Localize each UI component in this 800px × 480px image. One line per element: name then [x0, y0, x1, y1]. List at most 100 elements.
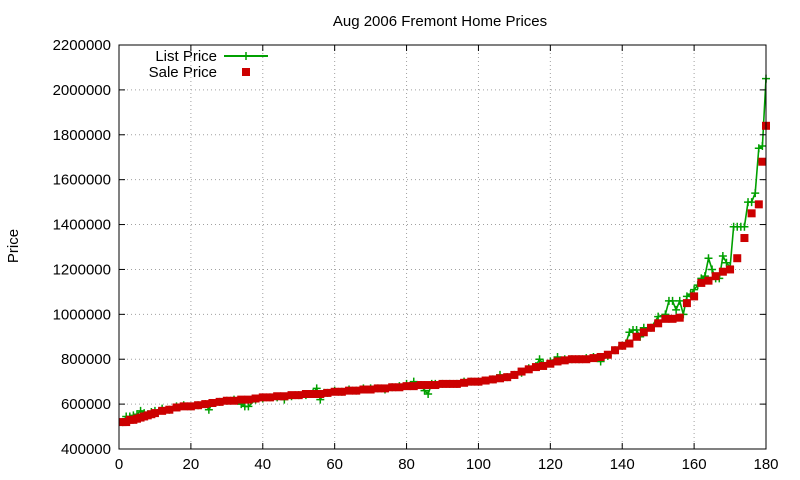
sale-price-point	[424, 381, 433, 390]
list-price-point	[424, 390, 433, 399]
sale-price-point	[517, 367, 526, 376]
sale-price-point	[632, 332, 641, 341]
sale-price-point	[531, 363, 540, 372]
sale-price-point	[445, 379, 454, 388]
x-tick-label: 120	[538, 456, 563, 473]
legend-marker-list-price	[242, 52, 250, 60]
sale-price-point	[546, 359, 555, 368]
sale-price-point	[201, 400, 210, 409]
sale-price-point	[675, 313, 684, 322]
legend-label-list-price: List Price	[155, 48, 217, 65]
x-tick-label: 100	[466, 456, 491, 473]
sale-price-point	[330, 387, 339, 396]
list-price-point	[675, 296, 684, 305]
list-price-point	[740, 222, 749, 231]
sale-price-point	[409, 382, 418, 391]
sale-price-point	[452, 379, 461, 388]
list-price-point	[758, 142, 767, 150]
list-price-point	[722, 258, 731, 267]
sale-price-point	[668, 314, 677, 323]
sale-price-point	[438, 379, 447, 388]
y-tick-label: 800000	[61, 351, 111, 368]
sale-price-point	[553, 357, 562, 366]
sale-price-point	[496, 374, 505, 383]
sale-price-point	[596, 352, 605, 361]
sale-price-point	[524, 365, 533, 374]
sale-price-point	[309, 390, 318, 399]
sale-price-point	[230, 396, 239, 405]
x-tick-label: 60	[326, 456, 343, 473]
sale-price-point	[582, 355, 591, 364]
sale-price-point	[301, 390, 310, 399]
y-tick-label: 2000000	[53, 82, 111, 99]
sale-price-point	[373, 384, 382, 393]
sale-price-point	[697, 278, 706, 287]
list-price-point	[708, 265, 717, 274]
list-price-point	[690, 285, 699, 294]
sale-price-point	[186, 402, 195, 411]
sale-price-point	[194, 401, 203, 410]
sale-price-point	[467, 377, 476, 386]
legend-label-sale-price: Sale Price	[149, 64, 217, 81]
sale-price-point	[366, 385, 375, 394]
sale-price-point	[618, 341, 627, 350]
list-price-point	[535, 355, 544, 364]
sale-price-point	[172, 403, 181, 412]
sale-price-point	[244, 395, 253, 404]
y-tick-label: 1400000	[53, 217, 111, 234]
y-tick-label: 600000	[61, 396, 111, 413]
sale-price-point	[352, 386, 361, 395]
sale-price-point	[323, 388, 332, 397]
sale-price-point	[503, 373, 512, 382]
list-price-point	[244, 402, 253, 411]
sale-price-point	[646, 323, 655, 332]
sale-price-point	[237, 395, 246, 404]
x-tick-label: 0	[115, 456, 123, 473]
sale-price-point	[639, 328, 648, 337]
y-tick-label: 2200000	[53, 37, 111, 54]
sale-price-point	[711, 272, 720, 281]
sale-price-point	[704, 276, 713, 285]
sale-price-point	[258, 393, 267, 402]
sale-price-point	[661, 314, 670, 323]
sale-price-point	[294, 391, 303, 400]
y-tick-label: 1000000	[53, 306, 111, 323]
y-tick-label: 400000	[61, 441, 111, 458]
sale-price-point	[402, 382, 411, 391]
sale-price-point	[208, 398, 217, 407]
sale-price-point	[388, 383, 397, 392]
sale-price-point	[726, 265, 735, 274]
sale-price-point	[567, 355, 576, 364]
sale-price-point	[165, 405, 174, 414]
x-tick-label: 80	[398, 456, 415, 473]
sale-price-point	[345, 386, 354, 395]
list-price-point	[632, 326, 641, 335]
list-price-point	[747, 198, 756, 207]
sale-price-point	[589, 354, 598, 363]
y-tick-label: 1800000	[53, 127, 111, 144]
series-layer	[118, 74, 770, 427]
sale-price-point	[603, 350, 612, 359]
sale-price-point	[222, 396, 231, 405]
sale-price-point	[654, 319, 663, 328]
sale-price-point	[215, 397, 224, 406]
sale-price-point	[510, 370, 519, 379]
y-tick-label: 1600000	[53, 172, 111, 189]
y-tick-label: 1200000	[53, 261, 111, 278]
legend-plus-mark	[242, 52, 250, 60]
sale-price-point	[758, 157, 767, 166]
plot-frame	[118, 44, 767, 450]
legend: List Price Sale Price	[149, 48, 268, 81]
list-price-point	[704, 254, 713, 263]
y-axis-label: Price	[5, 229, 22, 263]
sale-price-point	[431, 381, 440, 390]
x-tick-label: 160	[682, 456, 707, 473]
sale-price-point	[287, 391, 296, 400]
list-price-point	[668, 296, 677, 305]
sale-price-point	[682, 299, 691, 308]
sale-price-point	[251, 394, 260, 403]
sale-price-point	[733, 254, 742, 263]
sale-price-point	[575, 355, 584, 364]
